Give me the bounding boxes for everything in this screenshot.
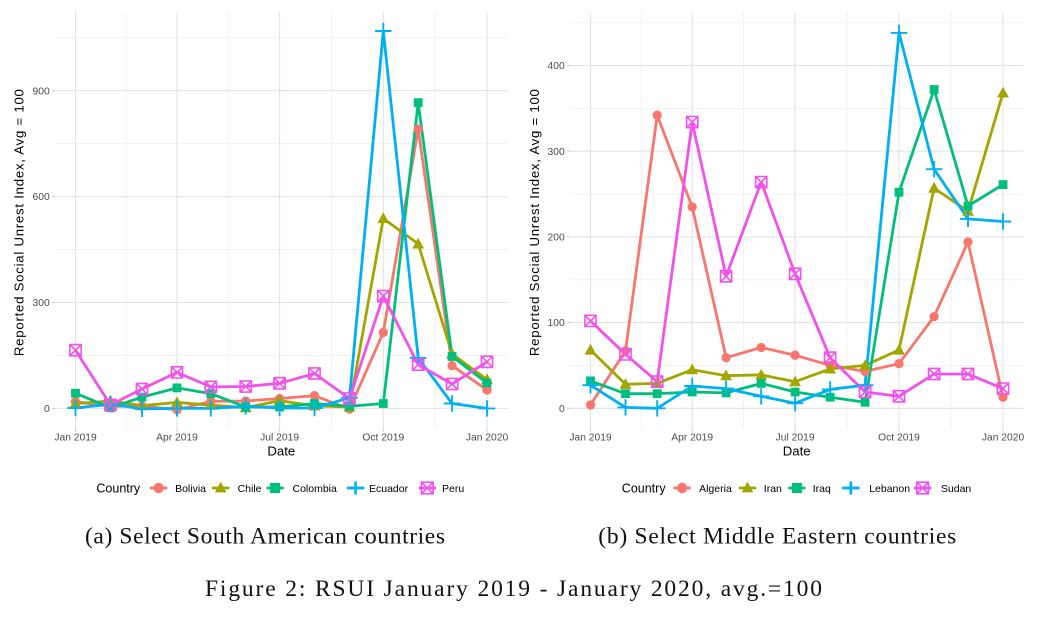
svg-text:Country: Country	[96, 482, 141, 496]
svg-text:Apr 2019: Apr 2019	[156, 433, 198, 444]
svg-text:0: 0	[559, 404, 565, 415]
svg-text:0: 0	[44, 404, 50, 415]
svg-text:Date: Date	[783, 444, 811, 459]
svg-text:Iraq: Iraq	[813, 483, 831, 495]
svg-text:900: 900	[33, 86, 50, 97]
svg-text:300: 300	[548, 147, 565, 158]
svg-text:Algeria: Algeria	[699, 483, 732, 495]
svg-text:600: 600	[33, 192, 50, 203]
svg-text:Colombia: Colombia	[293, 483, 338, 495]
svg-text:Iran: Iran	[764, 483, 782, 495]
svg-text:(a) Select South American coun: (a) Select South American countries	[85, 524, 445, 550]
svg-text:Lebanon: Lebanon	[869, 483, 910, 495]
svg-text:Jul 2019: Jul 2019	[260, 433, 299, 444]
svg-text:Ecuador: Ecuador	[369, 483, 409, 495]
svg-text:Apr 2019: Apr 2019	[671, 433, 713, 444]
svg-text:400: 400	[548, 61, 565, 72]
svg-text:Chile: Chile	[238, 483, 262, 495]
svg-text:(b) Select Middle Eastern coun: (b) Select Middle Eastern countries	[598, 524, 956, 550]
svg-text:Country: Country	[622, 482, 667, 496]
svg-text:Reported Social Unrest Index,: Reported Social Unrest Index, Avg = 100	[11, 89, 26, 356]
svg-text:Oct 2019: Oct 2019	[362, 433, 404, 444]
svg-text:Jan 2020: Jan 2020	[982, 433, 1025, 444]
svg-text:Reported Social Unrest Index,: Reported Social Unrest Index, Avg = 100	[527, 89, 542, 356]
svg-text:Jan 2019: Jan 2019	[569, 433, 612, 444]
svg-text:Date: Date	[267, 444, 295, 459]
svg-text:Jul 2019: Jul 2019	[776, 433, 815, 444]
svg-text:Oct 2019: Oct 2019	[878, 433, 920, 444]
svg-text:Bolivia: Bolivia	[175, 483, 206, 495]
svg-text:100: 100	[548, 318, 565, 329]
svg-text:Jan 2020: Jan 2020	[466, 433, 509, 444]
svg-text:300: 300	[33, 298, 50, 309]
svg-text:Peru: Peru	[442, 483, 464, 495]
svg-text:Jan 2019: Jan 2019	[54, 433, 97, 444]
svg-text:Sudan: Sudan	[941, 483, 972, 495]
svg-text:200: 200	[548, 233, 565, 244]
